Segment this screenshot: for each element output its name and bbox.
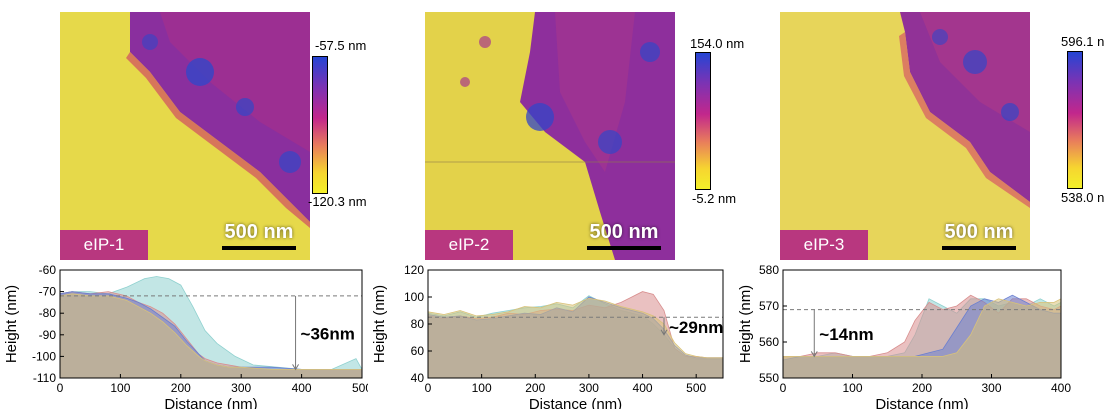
height-profile-chart: ~29nm 0 100 200 300 400 500 40 60 80 100 120 Distanc… [371, 263, 724, 409]
x-tick-label: 100 [472, 381, 492, 395]
y-tick-label: -70 [39, 285, 57, 299]
x-tick-label: 400 [1051, 381, 1071, 395]
y-tick-label: 80 [411, 317, 425, 331]
x-tick-label: 0 [780, 381, 787, 395]
y-axis-label: Height (nm) [371, 285, 388, 363]
y-tick-label: 560 [759, 335, 779, 349]
x-tick-label: 500 [352, 381, 368, 395]
y-tick-label: 40 [411, 371, 425, 385]
height-profile-chart: ~36nm 0 100 200 300 400 500 -110 -100 -90 -80 -70 -6… [3, 263, 368, 409]
y-tick-label: -100 [32, 349, 56, 363]
y-tick-label: -60 [39, 263, 57, 277]
panel-eip-3: eIP-3 500 nm 596.1 nm 538.0 nm ~14nm 0 100… [736, 0, 1104, 409]
color-bar-max-label: 596.1 nm [1061, 34, 1104, 49]
sample-label: eIP-3 [780, 230, 868, 260]
color-bar-max-label: 154.0 nm [690, 36, 745, 51]
arrow-head [810, 351, 818, 358]
arrow-head [660, 329, 668, 336]
x-tick-label: 300 [981, 381, 1001, 395]
color-bar-min-label: 538.0 nm [1061, 190, 1104, 205]
scale-bar-label: 500 nm [589, 221, 659, 243]
scale-bar: 500 nm [587, 221, 661, 250]
y-tick-label: 120 [404, 263, 424, 277]
x-tick-label: 400 [633, 381, 653, 395]
y-axis-label: Height (nm) [737, 285, 754, 363]
sample-label: eIP-1 [60, 230, 148, 260]
sample-label: eIP-2 [425, 230, 513, 260]
afm-topography [425, 12, 675, 260]
x-tick-label: 200 [525, 381, 545, 395]
height-profile-chart: ~14nm 0 100 200 300 400 550 560 570 580 Distance (… [737, 263, 1071, 409]
x-tick-label: 100 [842, 381, 862, 395]
scale-bar-label: 500 nm [224, 221, 294, 243]
y-tick-label: 60 [411, 344, 425, 358]
height-annotation: ~14nm [819, 325, 873, 344]
arrow-head [292, 364, 299, 371]
color-bar-min-label: -5.2 nm [692, 191, 737, 206]
plot-frame [59, 269, 363, 379]
x-tick-label: 400 [292, 381, 312, 395]
x-tick-label: 300 [231, 381, 251, 395]
y-tick-label: -80 [39, 306, 57, 320]
x-tick-label: 200 [171, 381, 191, 395]
x-tick-label: 100 [110, 381, 130, 395]
y-axis-label: Height (nm) [3, 285, 20, 363]
color-bar-max-label: -57.5 nm [315, 38, 367, 53]
y-tick-label: 100 [404, 290, 424, 304]
scale-bar-label: 500 nm [944, 221, 1014, 243]
color-bar-min-label: -120.3 nm [308, 194, 367, 209]
x-tick-label: 300 [579, 381, 599, 395]
y-tick-label: 550 [759, 371, 779, 385]
scale-bar: 500 nm [942, 221, 1016, 250]
height-annotation: ~29nm [669, 318, 723, 337]
color-bar [1067, 51, 1083, 189]
x-tick-label: 500 [686, 381, 706, 395]
x-axis-label: Distance (nm) [875, 396, 968, 409]
series-area-4 [783, 298, 1061, 378]
x-axis-label: Distance (nm) [164, 396, 257, 409]
x-tick-label: 0 [425, 381, 432, 395]
y-tick-label: 580 [759, 263, 779, 277]
panel-eip-1: eIP-1 500 nm -57.5 nm -120.3 nm ~36nm 0 10… [0, 0, 368, 409]
color-bar [312, 56, 328, 194]
height-annotation: ~36nm [301, 325, 355, 344]
y-tick-label: -110 [33, 371, 56, 385]
afm-topography [780, 12, 1030, 260]
series-area-4 [428, 297, 723, 378]
scale-bar: 500 nm [222, 221, 296, 250]
series-area-4 [60, 293, 362, 378]
x-tick-label: 200 [912, 381, 932, 395]
y-tick-label: 570 [759, 299, 779, 313]
color-bar [695, 52, 711, 190]
afm-topography [60, 12, 310, 260]
afm-image-eip-1: eIP-1 500 nm [60, 12, 310, 260]
afm-image-eip-3: eIP-3 500 nm [780, 12, 1030, 260]
afm-image-eip-2: eIP-2 500 nm [425, 12, 675, 260]
panel-eip-2: eIP-2 500 nm 154.0 nm -5.2 nm ~29nm 0 100 2… [368, 0, 744, 409]
x-axis-label: Distance (nm) [529, 396, 622, 409]
y-tick-label: -90 [39, 328, 57, 342]
x-tick-label: 0 [57, 381, 64, 395]
